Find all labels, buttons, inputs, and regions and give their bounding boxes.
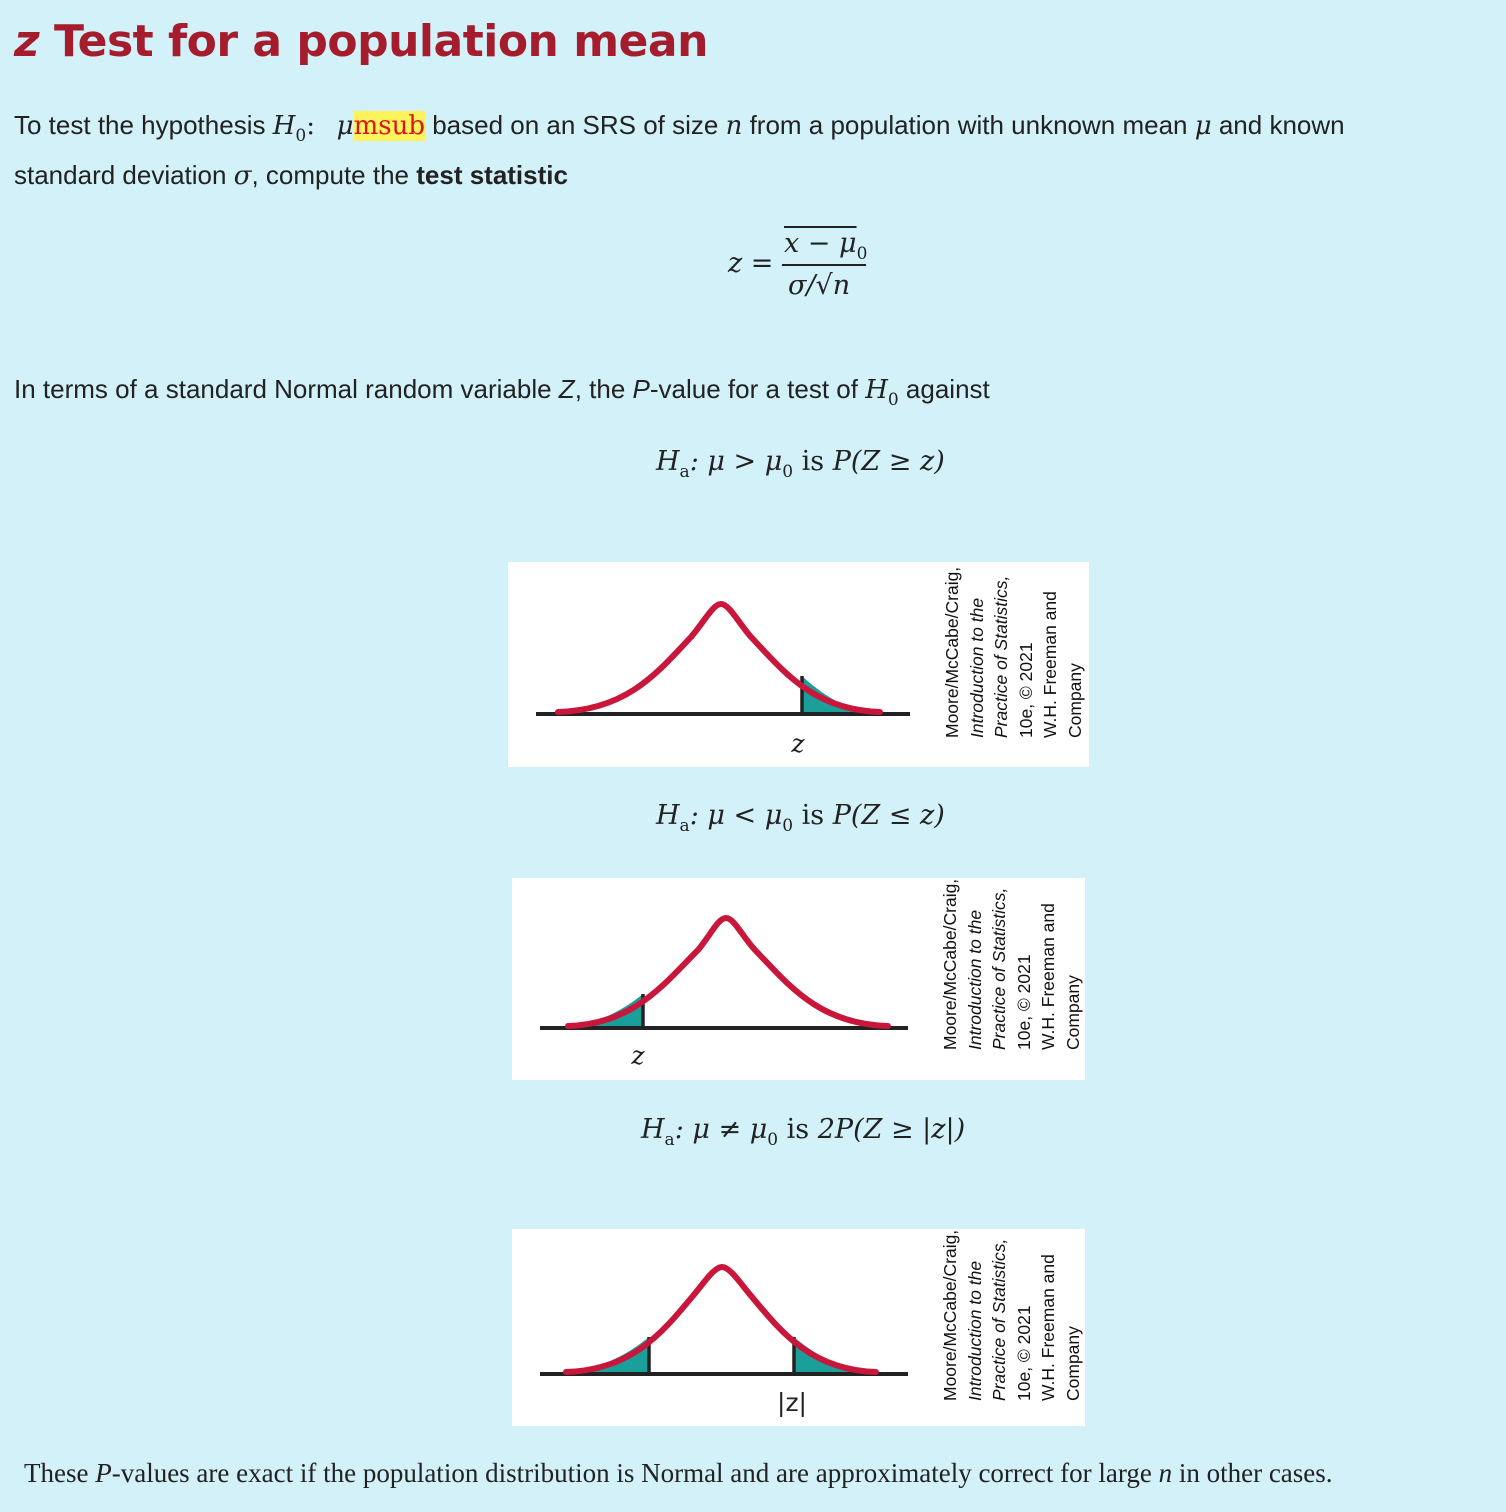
- axis-label-abs-z: |z|: [777, 1388, 807, 1417]
- normal-curve-upper-tail: z: [536, 600, 910, 758]
- intro-text: standard deviation: [14, 160, 234, 190]
- axis-label-z: z: [630, 1041, 645, 1070]
- formula-lhs: z =: [728, 248, 774, 279]
- figure-upper-tail: z Moore/McCabe/Craig, Introduction to the…: [508, 562, 1089, 767]
- title-text: Test for a population mean: [53, 16, 708, 67]
- figure-two-sided: |z| Moore/McCabe/Craig, Introduction to t…: [512, 1229, 1085, 1426]
- intro-text: from a population with unknown mean: [742, 110, 1195, 140]
- image-credit: Moore/McCabe/Craig, Introduction to the Pr…: [940, 878, 1083, 1050]
- normal-curve: [565, 914, 891, 1029]
- terms-paragraph: In terms of a standard Normal random var…: [14, 374, 990, 410]
- case-lower-tail: Ha: μ < μ0 is P(Z ≤ z): [656, 800, 945, 836]
- msub-error-highlight: msub: [353, 111, 425, 141]
- case-two-sided: Ha: μ ≠ μ0 is 2P(Z ≥ |z|): [641, 1114, 966, 1150]
- normal-curve-lower-tail: z: [540, 914, 908, 1070]
- normal-curve: [555, 600, 883, 715]
- image-credit: Moore/McCabe/Craig, Introduction to the Pr…: [940, 1229, 1083, 1401]
- normal-curve-two-sided: |z|: [540, 1263, 908, 1417]
- intro-text: and known: [1211, 110, 1345, 140]
- lower-tail-shade: [568, 994, 643, 1028]
- page-title: z Test for a population mean: [14, 16, 708, 67]
- h-symbol: H: [272, 111, 296, 141]
- mu-symbol: μ: [336, 111, 354, 141]
- left-tail-shade: [566, 1337, 649, 1374]
- axis-label-z: z: [790, 729, 805, 758]
- fraction-bar: [782, 264, 866, 266]
- sigma-symbol: σ: [233, 161, 252, 191]
- case-upper-tail: Ha: μ > μ0 is P(Z ≥ z): [656, 446, 945, 482]
- intro-text: To test the hypothesis: [14, 110, 273, 140]
- colon: :: [306, 111, 315, 141]
- n-symbol: n: [725, 111, 743, 141]
- p-variable: P: [632, 374, 650, 404]
- test-statistic-bold: test statistic: [416, 160, 568, 190]
- title-z: z: [14, 16, 40, 67]
- formula-denominator: σ/√n: [788, 270, 851, 301]
- mu-symbol: μ: [1194, 111, 1212, 141]
- image-credit: Moore/McCabe/Craig, Introduction to the Pr…: [942, 566, 1085, 738]
- right-tail-shade: [794, 1337, 874, 1374]
- formula-numerator: x − μ0: [784, 228, 868, 264]
- h-symbol: H: [865, 375, 888, 405]
- z-variable: Z: [558, 374, 575, 404]
- intro-text: based on an SRS of size: [424, 110, 726, 140]
- h-subscript: 0: [295, 126, 307, 146]
- normal-curve: [563, 1263, 879, 1375]
- intro-text: , compute the: [251, 160, 417, 190]
- intro-paragraph: To test the hypothesis H0: μmsub based o…: [14, 102, 1345, 199]
- upper-tail-shade: [802, 676, 877, 714]
- figure-lower-tail: z Moore/McCabe/Craig, Introduction to the…: [512, 878, 1085, 1080]
- footer-note: These P-values are exact if the populati…: [24, 1458, 1333, 1488]
